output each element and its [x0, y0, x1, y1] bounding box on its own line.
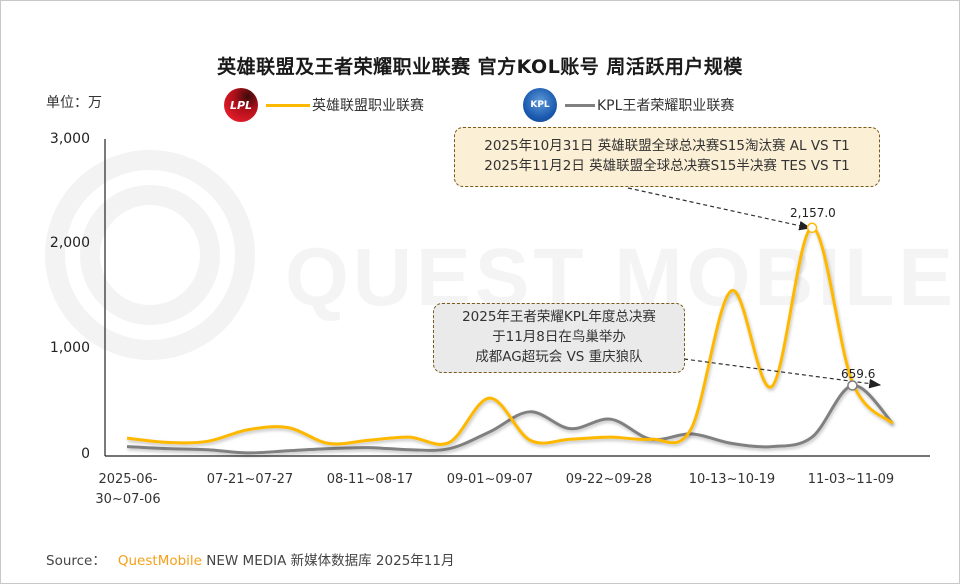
- source-rest: NEW MEDIA 新媒体数据库 2025年11月: [206, 553, 455, 569]
- x-tick: 07-21~07-27: [206, 472, 294, 487]
- x-tick: 2025-06- 30~07-06: [95, 472, 161, 507]
- legend-swatch-kpl: [565, 103, 595, 107]
- x-tick: 11-03~11-09: [807, 472, 895, 487]
- series-line-lol: [126, 226, 894, 446]
- source-prefix: Source：: [46, 553, 106, 569]
- y-tick: 2,000: [49, 235, 90, 251]
- x-tick: 10-13~10-19: [688, 472, 776, 487]
- peak-marker-kpl[interactable]: [847, 380, 858, 391]
- y-tick: 3,000: [49, 131, 90, 147]
- legend-label-lol: 英雄联盟职业联赛: [312, 98, 424, 114]
- callout-lol-line2: 2025年11月2日 英雄联盟全球总决赛S15半决赛 TES VS T1: [484, 158, 850, 174]
- callout-arrow-lol: [627, 187, 812, 231]
- callout-arrow-kpl: [683, 358, 882, 389]
- chart-title: 英雄联盟及王者荣耀职业联赛 官方KOL账号 周活跃用户规模: [217, 56, 743, 78]
- series-line-kpl: [126, 384, 894, 455]
- callout-lol-event: 2025年10月31日 英雄联盟全球总决赛S15淘汰赛 AL VS T1 202…: [454, 127, 880, 187]
- x-tick: 09-01~09-07: [446, 472, 534, 487]
- legend-item-kpl[interactable]: KPL KPL王者荣耀职业联赛: [523, 88, 734, 122]
- x-tick: 09-22~09-28: [565, 472, 653, 487]
- y-tick: 0: [81, 446, 90, 462]
- source-brand: QuestMobile: [117, 553, 202, 569]
- callout-kpl-line3: 成都AG超玩会 VS 重庆狼队: [475, 349, 643, 365]
- callout-kpl-line2: 于11月8日在鸟巢举办: [492, 329, 626, 345]
- callout-lol-line1: 2025年10月31日 英雄联盟全球总决赛S15淘汰赛 AL VS T1: [484, 138, 850, 154]
- kpl-logo-icon: KPL: [523, 88, 557, 122]
- legend-item-lol[interactable]: LPL 英雄联盟职业联赛: [224, 88, 424, 122]
- legend-label-kpl: KPL王者荣耀职业联赛: [597, 98, 735, 114]
- data-label-lol-peak: 2,157.0: [790, 206, 836, 220]
- legend-swatch-lol: [266, 103, 310, 107]
- peak-marker-lol[interactable]: [806, 222, 818, 234]
- source-note: Source： QuestMobile NEW MEDIA 新媒体数据库 2025…: [46, 549, 454, 569]
- callout-kpl-event: 2025年王者荣耀KPL年度总决赛 于11月8日在鸟巢举办 成都AG超玩会 VS…: [433, 303, 685, 373]
- y-tick: 1,000: [49, 340, 90, 356]
- lpl-logo-icon: LPL: [224, 88, 258, 122]
- unit-label: 单位：万: [46, 95, 102, 111]
- x-tick: 08-11~08-17: [326, 472, 414, 487]
- callout-kpl-line1: 2025年王者荣耀KPL年度总决赛: [462, 309, 656, 325]
- data-label-kpl-peak: 659.6: [841, 367, 876, 381]
